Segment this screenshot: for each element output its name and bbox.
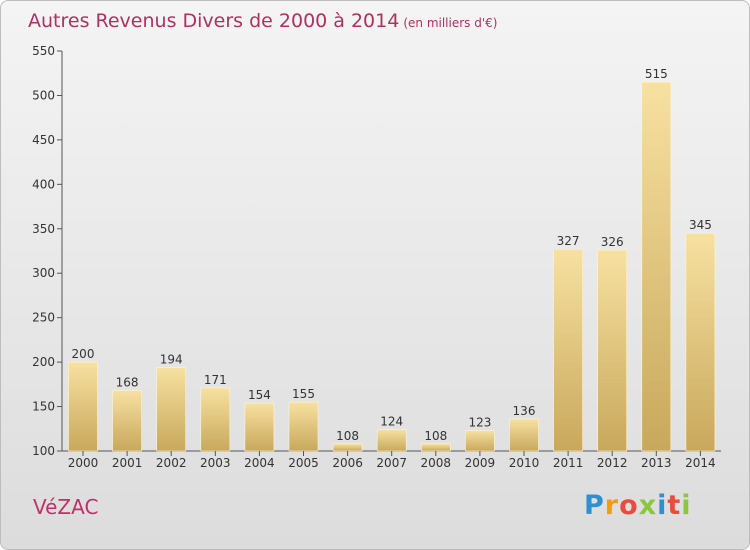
bar <box>509 418 539 452</box>
data-label: 515 <box>645 67 668 81</box>
bar <box>420 443 451 452</box>
data-label: 154 <box>248 388 271 402</box>
x-tick-label: 2014 <box>685 456 716 470</box>
bar <box>465 430 495 452</box>
y-tick-label: 550 <box>32 44 55 58</box>
bar <box>597 249 628 452</box>
x-tick-label: 2004 <box>244 456 275 470</box>
x-tick-label: 2005 <box>288 456 319 470</box>
bar <box>553 248 583 452</box>
logo-letter: t <box>667 490 682 521</box>
bar <box>68 361 98 452</box>
data-label: 168 <box>116 376 139 390</box>
y-tick-label: 350 <box>32 222 55 236</box>
x-tick-label: 2009 <box>465 456 496 470</box>
y-tick-label: 400 <box>32 177 55 191</box>
bar <box>244 402 275 452</box>
logo-letter: i <box>657 490 668 521</box>
data-label: 155 <box>292 387 315 401</box>
logo-letter: r <box>604 490 620 521</box>
x-tick-label: 2001 <box>112 456 143 470</box>
x-tick-label: 2002 <box>156 456 187 470</box>
chart-subtitle: (en milliers d'€) <box>403 16 498 30</box>
x-tick-label: 2007 <box>376 456 407 470</box>
place-name: VéZAC <box>33 495 99 519</box>
y-tick-label: 500 <box>32 88 55 102</box>
logo-letter: o <box>619 490 639 521</box>
x-tick-label: 2013 <box>641 456 672 470</box>
bar <box>200 387 231 452</box>
bar <box>376 429 407 452</box>
y-tick-label: 300 <box>32 266 55 280</box>
x-tick-label: 2000 <box>68 456 99 470</box>
data-label: 123 <box>468 416 491 430</box>
data-label: 124 <box>380 415 403 429</box>
bar <box>685 232 716 452</box>
logo-letter: i <box>681 490 692 521</box>
y-tick-label: 250 <box>32 311 55 325</box>
x-tick-label: 2003 <box>200 456 231 470</box>
y-tick-label: 450 <box>32 133 55 147</box>
data-label: 200 <box>72 347 95 361</box>
x-tick-label: 2010 <box>509 456 540 470</box>
data-label: 326 <box>601 235 624 249</box>
logo-letter: x <box>638 490 658 521</box>
logo-letter: P <box>584 490 605 521</box>
data-label: 171 <box>204 373 227 387</box>
x-tick-label: 2012 <box>597 456 628 470</box>
data-label: 327 <box>557 234 580 248</box>
data-label: 108 <box>336 429 359 443</box>
x-tick-label: 2011 <box>553 456 584 470</box>
x-tick-label: 2006 <box>332 456 363 470</box>
proxiti-logo: Proxiti <box>584 490 692 521</box>
bar <box>332 443 363 452</box>
bar <box>288 401 319 452</box>
y-tick-label: 200 <box>32 355 55 369</box>
chart-title-text: Autres Revenus Divers de 2000 à 2014 <box>28 10 400 32</box>
data-label: 136 <box>513 404 536 418</box>
chart-title: Autres Revenus Divers de 2000 à 2014 (en … <box>28 10 497 32</box>
x-tick-label: 2008 <box>421 456 452 470</box>
y-tick-label: 100 <box>32 444 55 458</box>
data-label: 345 <box>689 218 712 232</box>
bar <box>112 390 142 452</box>
bar <box>156 367 186 452</box>
data-label: 108 <box>424 429 447 443</box>
y-tick-label: 150 <box>32 400 55 414</box>
bar <box>641 81 672 452</box>
data-label: 194 <box>160 352 183 366</box>
